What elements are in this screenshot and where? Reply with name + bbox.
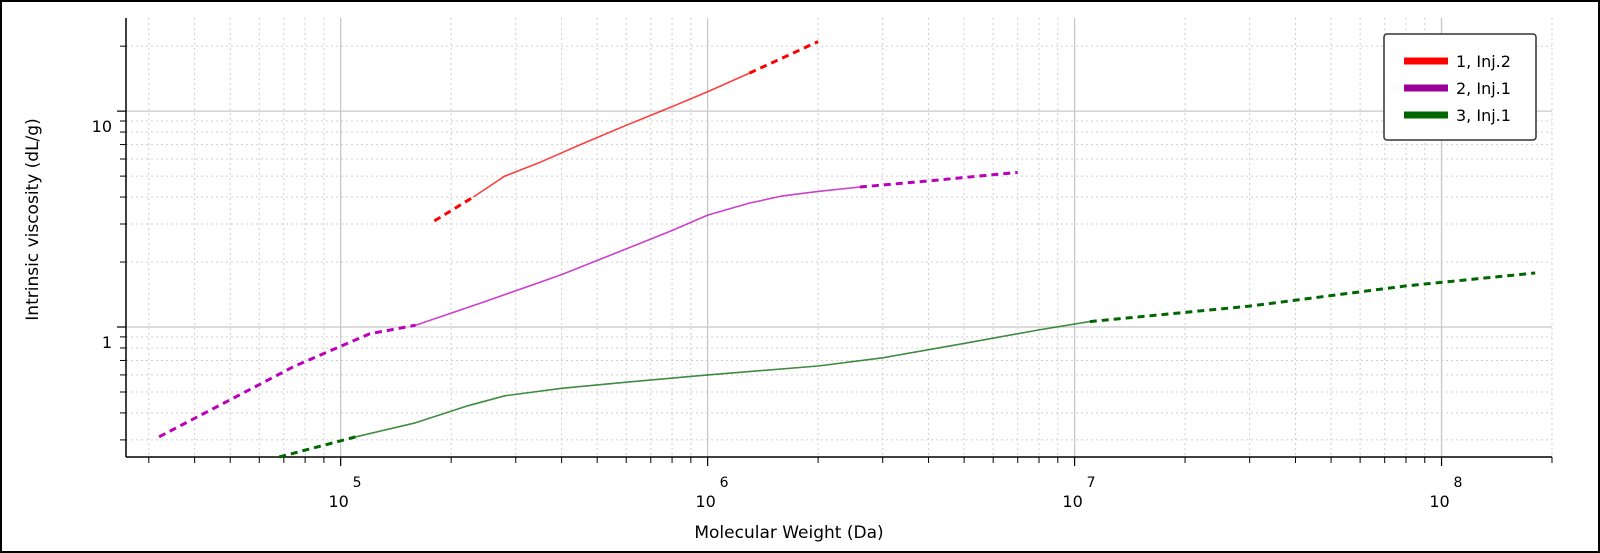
series-1-extrapolation-start bbox=[433, 195, 475, 223]
series-2-line bbox=[415, 186, 860, 326]
series-2-extrapolation-start bbox=[158, 323, 416, 439]
x-tick-label: 10 bbox=[1429, 492, 1449, 511]
legend-label: 3, Inj.1 bbox=[1456, 106, 1511, 125]
legend: 1, Inj.2 2, Inj.1 3, Inj.1 bbox=[1383, 33, 1537, 141]
series-3-line bbox=[355, 320, 1090, 438]
x-tick-label: 10 bbox=[328, 492, 348, 511]
series-1-line bbox=[472, 72, 750, 198]
x-tick-exponent: 6 bbox=[720, 475, 729, 491]
y-axis-title: Intrinsic viscosity (dL/g) bbox=[23, 118, 43, 320]
series-3 bbox=[278, 271, 1536, 459]
axes bbox=[125, 18, 1552, 458]
plot-area bbox=[126, 18, 1552, 457]
series-layer bbox=[158, 40, 1536, 459]
y-tick-label: 1 bbox=[102, 333, 112, 352]
series-2 bbox=[158, 170, 1018, 439]
x-tick-exponent: 7 bbox=[1087, 475, 1096, 491]
x-tick-label: 10 bbox=[695, 492, 715, 511]
series-1-extrapolation-end bbox=[748, 40, 819, 75]
x-tick-exponent: 5 bbox=[353, 475, 362, 491]
axis-ticks bbox=[117, 45, 1553, 466]
series-3-extrapolation-start bbox=[278, 435, 357, 459]
legend-label: 2, Inj.1 bbox=[1456, 79, 1511, 98]
x-axis-title: Molecular Weight (Da) bbox=[694, 523, 883, 543]
x-tick-exponent: 8 bbox=[1454, 475, 1463, 491]
x-tick-label: 10 bbox=[1062, 492, 1082, 511]
series-1 bbox=[433, 40, 819, 223]
tick-labels: 10 5 10 6 10 7 10 8 1 10 bbox=[92, 117, 1463, 511]
legend-label: 1, Inj.2 bbox=[1456, 52, 1511, 71]
y-tick-label: 10 bbox=[92, 117, 112, 136]
